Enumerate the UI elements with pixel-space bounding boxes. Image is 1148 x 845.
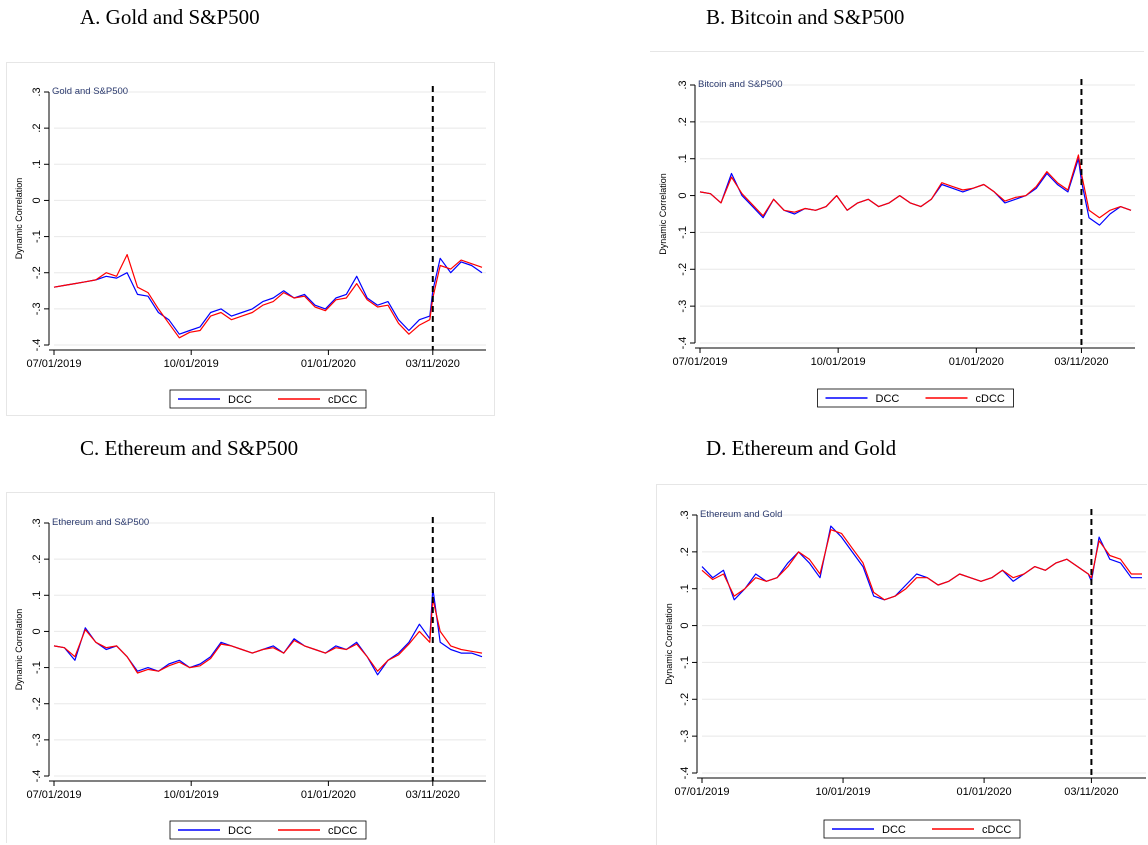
- y-tick-label: .3: [31, 87, 43, 96]
- x-tick-label: 01/01/2020: [301, 358, 356, 370]
- legend-label-cdcc: cDCC: [982, 824, 1011, 836]
- y-tick-label: -.4: [677, 337, 689, 350]
- x-tick-label: 10/01/2019: [811, 356, 866, 368]
- y-tick-label: -.3: [677, 300, 689, 313]
- y-tick-label: 0: [31, 197, 43, 203]
- chart-frame-a: [6, 62, 495, 416]
- y-tick-label: -.3: [679, 730, 691, 743]
- legend-label-dcc: DCC: [876, 393, 900, 405]
- y-tick-label: .3: [679, 510, 691, 519]
- x-tick-label: 07/01/2019: [672, 356, 727, 368]
- legend-label-dcc: DCC: [228, 825, 252, 837]
- y-tick-label: 0: [679, 623, 691, 629]
- y-axis-label: Dynamic Correlation: [658, 173, 668, 255]
- y-tick-label: -.2: [31, 266, 43, 279]
- x-tick-label: 07/01/2019: [26, 789, 81, 801]
- y-tick-label: .2: [677, 117, 689, 126]
- y-tick-label: .1: [31, 591, 43, 600]
- y-tick-label: .2: [31, 124, 43, 133]
- y-tick-label: -.2: [31, 697, 43, 710]
- panel-heading-d: D. Ethereum and Gold: [706, 436, 897, 460]
- x-tick-label: 01/01/2020: [301, 789, 356, 801]
- legend-box: [823, 819, 1021, 839]
- y-axis-label: Dynamic Correlation: [14, 609, 24, 691]
- x-tick-label: 10/01/2019: [164, 358, 219, 370]
- x-tick-label: 10/01/2019: [816, 786, 871, 798]
- y-tick-label: -.3: [31, 302, 43, 315]
- legend-label-dcc: DCC: [882, 824, 906, 836]
- x-tick-label: 10/01/2019: [164, 789, 219, 801]
- series-line-cdcc: [53, 254, 483, 339]
- y-tick-label: -.1: [31, 661, 43, 674]
- legend-label-cdcc: cDCC: [328, 394, 357, 406]
- chart-inner-title: Gold and S&P500: [52, 86, 128, 97]
- y-tick-label: -.4: [31, 770, 43, 783]
- y-tick-label: -.3: [31, 733, 43, 746]
- y-tick-label: .1: [677, 154, 689, 163]
- y-axis-label: Dynamic Correlation: [14, 178, 24, 260]
- chart-inner-title: Ethereum and Gold: [700, 509, 782, 520]
- x-tick-label: 01/01/2020: [949, 356, 1004, 368]
- series-line-cdcc: [701, 529, 1142, 601]
- x-tick-label: 01/01/2020: [957, 786, 1012, 798]
- y-tick-label: 0: [677, 193, 689, 199]
- y-tick-label: .2: [679, 547, 691, 556]
- y-tick-label: .3: [677, 80, 689, 89]
- chart-b: .3 .2 .1 0 -.1 -.2 -.3 -.4 07/01/2019 10/01/2019 0…: [658, 79, 1135, 408]
- legend-box: [169, 820, 367, 840]
- chart-frame-d: [656, 484, 1147, 845]
- legend-box: [169, 389, 367, 409]
- y-axis-label: Dynamic Correlation: [664, 603, 674, 685]
- panel-heading-a: A. Gold and S&P500: [80, 5, 260, 29]
- series-line-cdcc: [699, 154, 1132, 219]
- chart-d: .3 .2 .1 0 -.1 -.2 -.3 -.4 07/01/2019 10/01/2019 0…: [664, 509, 1146, 839]
- series-line-cdcc: [53, 598, 483, 674]
- y-tick-label: -.1: [677, 226, 689, 239]
- y-tick-label: .2: [31, 555, 43, 564]
- y-tick-label: .1: [31, 160, 43, 169]
- legend-box: [817, 388, 1014, 408]
- legend-label-cdcc: cDCC: [328, 825, 357, 837]
- x-tick-label: 03/11/2020: [406, 789, 460, 801]
- y-tick-label: -.4: [31, 339, 43, 352]
- y-tick-label: -.1: [31, 230, 43, 243]
- x-tick-label: 03/11/2020: [1054, 356, 1108, 368]
- series-line-dcc: [53, 257, 483, 335]
- chart-a: .3 .2 .1 0 -.1 -.2 -.3 -.4 07/01/2019 10/01/2019 0…: [14, 86, 486, 409]
- y-tick-label: 0: [31, 628, 43, 634]
- y-tick-label: -.4: [679, 767, 691, 780]
- series-line-dcc: [699, 158, 1132, 226]
- y-tick-label: .1: [679, 584, 691, 593]
- chart-inner-title: Ethereum and S&P500: [52, 517, 149, 528]
- x-tick-label: 07/01/2019: [674, 786, 729, 798]
- x-tick-label: 03/11/2020: [406, 358, 460, 370]
- panel-heading-c: C. Ethereum and S&P500: [80, 436, 299, 460]
- chart-inner-title: Bitcoin and S&P500: [698, 79, 783, 90]
- legend-label-dcc: DCC: [228, 394, 252, 406]
- x-tick-label: 03/11/2020: [1064, 786, 1118, 798]
- y-tick-label: -.1: [679, 656, 691, 669]
- chart-c: .3 .2 .1 0 -.1 -.2 -.3 -.4 07/01/2019 10/01/2019 0…: [14, 517, 486, 840]
- y-tick-label: -.2: [679, 693, 691, 706]
- panel-heading-b: B. Bitcoin and S&P500: [706, 5, 905, 29]
- legend-label-cdcc: cDCC: [976, 393, 1005, 405]
- y-tick-label: .3: [31, 518, 43, 527]
- x-tick-label: 07/01/2019: [26, 358, 81, 370]
- y-tick-label: -.2: [677, 263, 689, 276]
